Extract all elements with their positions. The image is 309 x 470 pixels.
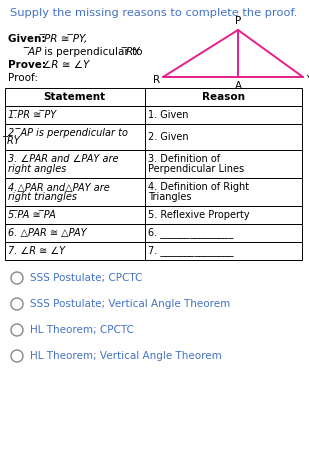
Text: 6. △PAR ≅ △PAY: 6. △PAR ≅ △PAY xyxy=(8,228,87,238)
Text: 4. Definition of Right: 4. Definition of Right xyxy=(148,182,249,193)
Bar xyxy=(5,88,302,106)
Text: 5.̅PA ≅ ̅PA: 5.̅PA ≅ ̅PA xyxy=(8,210,56,220)
Text: 7. ∠R ≅ ∠Y: 7. ∠R ≅ ∠Y xyxy=(8,246,65,256)
Text: Given:: Given: xyxy=(8,34,49,44)
Text: Proof:: Proof: xyxy=(8,73,38,83)
Text: ̅RY: ̅RY xyxy=(8,136,21,147)
Text: 2. ̅AP is perpendicular to: 2. ̅AP is perpendicular to xyxy=(8,127,128,138)
Bar xyxy=(5,150,302,178)
Text: 6. _______________: 6. _______________ xyxy=(148,227,233,238)
Text: Supply the missing reasons to complete the proof.: Supply the missing reasons to complete t… xyxy=(10,8,298,18)
Bar xyxy=(5,224,302,242)
Bar xyxy=(5,106,302,124)
Text: Statement: Statement xyxy=(44,92,106,102)
Text: ̅RY: ̅RY xyxy=(126,47,140,57)
Text: ∠R ≅ ∠Y: ∠R ≅ ∠Y xyxy=(42,60,89,70)
Text: 3. ∠PAR and ∠PAY are: 3. ∠PAR and ∠PAY are xyxy=(8,155,118,164)
Text: right triangles: right triangles xyxy=(8,191,77,202)
Bar xyxy=(5,124,302,150)
Text: ̅PR ≅ ̅PY,: ̅PR ≅ ̅PY, xyxy=(44,34,87,44)
Text: Triangles: Triangles xyxy=(148,191,191,202)
Bar xyxy=(5,178,302,206)
Text: 1. Given: 1. Given xyxy=(148,110,188,120)
Text: SSS Postulate; CPCTC: SSS Postulate; CPCTC xyxy=(30,273,142,283)
Text: Y: Y xyxy=(306,75,309,85)
Text: Perpendicular Lines: Perpendicular Lines xyxy=(148,164,244,173)
Bar xyxy=(5,242,302,260)
Text: P: P xyxy=(235,16,241,26)
Text: Reason: Reason xyxy=(202,92,245,102)
Text: ̅AP: ̅AP xyxy=(28,47,41,57)
Text: R: R xyxy=(153,75,160,85)
Text: 7. _______________: 7. _______________ xyxy=(148,245,233,257)
Text: 5. Reflexive Property: 5. Reflexive Property xyxy=(148,210,249,220)
Text: A: A xyxy=(235,81,242,91)
Text: 2. Given: 2. Given xyxy=(148,132,188,142)
Text: SSS Postulate; Vertical Angle Theorem: SSS Postulate; Vertical Angle Theorem xyxy=(30,299,230,309)
Bar xyxy=(5,206,302,224)
Text: HL Theorem; CPCTC: HL Theorem; CPCTC xyxy=(30,325,134,335)
Text: 3. Definition of: 3. Definition of xyxy=(148,155,220,164)
Text: right angles: right angles xyxy=(8,164,66,173)
Text: Prove:: Prove: xyxy=(8,60,46,70)
Text: 4.△PAR and△PAY are: 4.△PAR and△PAY are xyxy=(8,182,110,193)
Text: 1.̅PR ≅ ̅PY: 1.̅PR ≅ ̅PY xyxy=(8,110,56,120)
Text: is perpendicular to: is perpendicular to xyxy=(41,47,146,57)
Text: HL Theorem; Vertical Angle Theorem: HL Theorem; Vertical Angle Theorem xyxy=(30,351,222,361)
